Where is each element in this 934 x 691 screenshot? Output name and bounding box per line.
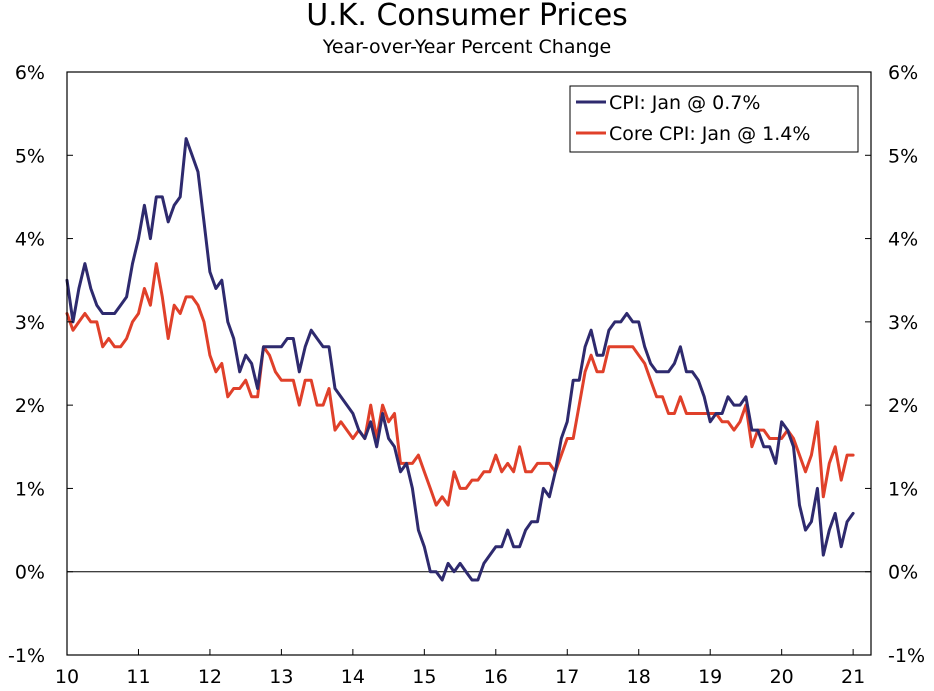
y-tick-label-right: 5% <box>888 145 918 167</box>
x-tick-label: 15 <box>412 666 436 688</box>
x-tick-label: 10 <box>55 666 79 688</box>
series-line-1 <box>65 262 855 507</box>
x-tick-label: 20 <box>770 666 794 688</box>
y-tick-label-right: 4% <box>888 229 918 251</box>
y-tick-label-right: 0% <box>888 562 918 584</box>
y-tick-label-left: 5% <box>15 145 45 167</box>
y-tick-label-left: 0% <box>15 562 45 584</box>
ticks-group: -1% -1% 0% 0% 1% 1% 2% 2% 3% 3% 4% 4% 5% 5% 6% 6% 10 11 12… <box>8 62 925 688</box>
y-tick-label-left: 2% <box>15 395 45 417</box>
y-tick-label-left: 1% <box>15 478 45 500</box>
series-line-0 <box>65 137 855 582</box>
x-tick-label: 17 <box>555 666 579 688</box>
x-tick-label: 14 <box>341 666 365 688</box>
plot-frame <box>66 71 872 656</box>
legend-label-0: CPI: Jan @ 0.7% <box>609 92 760 114</box>
chart-title: U.K. Consumer Prices <box>306 0 628 33</box>
series-group <box>65 137 855 582</box>
legend-box <box>569 85 859 153</box>
y-tick-label-left: -1% <box>8 645 45 667</box>
legend: CPI: Jan @ 0.7% Core CPI: Jan @ 1.4% <box>569 85 859 153</box>
x-tick-label: 12 <box>198 666 222 688</box>
legend-label-1: Core CPI: Jan @ 1.4% <box>609 123 810 145</box>
x-tick-label: 19 <box>698 666 722 688</box>
y-tick-label-right: 2% <box>888 395 918 417</box>
y-tick-label-right: 6% <box>888 62 918 84</box>
y-tick-label-right: 1% <box>888 478 918 500</box>
x-tick-label: 18 <box>627 666 651 688</box>
y-tick-label-right: 3% <box>888 312 918 334</box>
x-tick-label: 13 <box>269 666 293 688</box>
x-tick-label: 11 <box>126 666 150 688</box>
y-tick-label-right: -1% <box>888 645 925 667</box>
x-tick-label: 21 <box>841 666 865 688</box>
chart-subtitle: Year-over-Year Percent Change <box>322 36 612 58</box>
y-tick-label-left: 4% <box>15 229 45 251</box>
y-tick-label-left: 6% <box>15 62 45 84</box>
x-tick-label: 16 <box>484 666 508 688</box>
y-tick-label-left: 3% <box>15 312 45 334</box>
